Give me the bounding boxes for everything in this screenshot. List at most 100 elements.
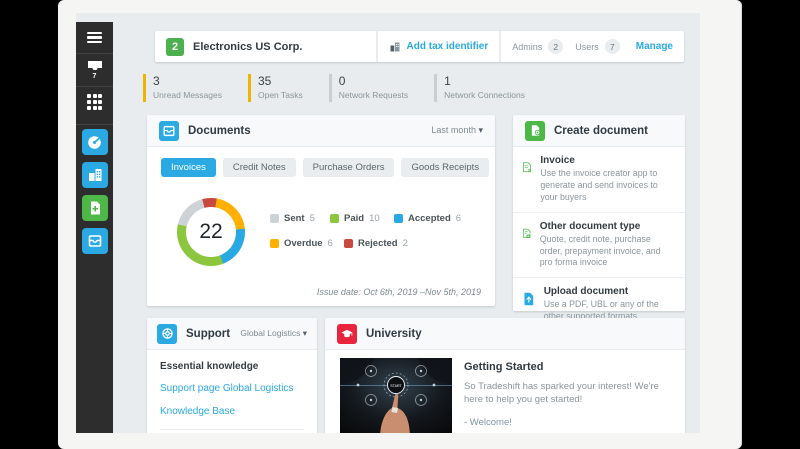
stat-value: 35 [257, 74, 272, 88]
company-name: Electronics US Corp. [193, 40, 303, 53]
svg-text:$: $ [528, 168, 531, 173]
create-document-card: Create document $ Invoice Use the invoic… [513, 115, 685, 321]
users-label: Users [575, 41, 599, 52]
apps-grid-icon [86, 94, 103, 110]
create-document-icon [525, 120, 545, 141]
university-cap-icon [337, 323, 357, 344]
article-title: Getting Started [464, 361, 544, 373]
legend-swatch [270, 214, 279, 223]
legend-swatch [270, 239, 279, 248]
inbox-count-badge: 7 [92, 72, 97, 80]
other-document-icon [522, 228, 531, 238]
tab-goods-receipts[interactable]: Goods Receipts [401, 158, 490, 177]
documents-card: Documents Last month ▾ Invoices Credit N… [147, 115, 495, 306]
tax-building-icon [390, 42, 400, 51]
legend-swatch [394, 214, 403, 223]
legend-item-overdue: Overdue 6 [270, 238, 333, 249]
create-item-title: Invoice [540, 155, 575, 166]
university-card: University START [325, 318, 685, 433]
create-item-desc: Quote, credit note, purchase order, prep… [539, 233, 661, 268]
tab-purchase-orders[interactable]: Purchase Orders [302, 158, 395, 177]
admins-count-badge: 2 [548, 39, 564, 54]
stat-value: 3 [153, 74, 160, 88]
create-invoice-item[interactable]: $ Invoice Use the invoice creator app to… [513, 147, 685, 212]
archive-drawer-icon [88, 235, 101, 247]
apps-button[interactable] [76, 86, 113, 117]
sidebar: 7 [76, 22, 113, 433]
stat-label: Network Connections [444, 90, 525, 100]
stat-unread-messages[interactable]: 3 Unread Messages [143, 74, 222, 102]
sidebar-item-create-document[interactable] [81, 195, 108, 221]
menu-icon [87, 30, 102, 46]
knowledge-base-link[interactable]: Knowledge Base [160, 406, 236, 417]
dashboard-gauge-icon [88, 135, 101, 149]
support-section-heading: Essential knowledge [160, 361, 259, 372]
getting-started-article: Getting Started So Tradeshift has sparke… [464, 358, 680, 433]
documents-icon [159, 120, 179, 141]
create-item-title: Other document type [539, 220, 641, 232]
company-header-bar: 2 Electronics US Corp. Add tax identifie… [155, 31, 684, 62]
legend-item-rejected: Rejected 2 [344, 238, 408, 249]
create-item-title: Upload document [543, 286, 629, 298]
create-item-desc: Use a PDF, UBL or any of the other suppo… [543, 299, 659, 322]
stat-value: 1 [444, 74, 451, 88]
legend-item-sent: Sent 5 [270, 213, 315, 224]
sidebar-item-dashboard[interactable] [81, 129, 108, 155]
stat-label: Unread Messages [153, 90, 222, 100]
stat-open-tasks[interactable]: 35 Open Tasks [247, 74, 303, 102]
company-logo: 2 [166, 37, 184, 56]
start-button-label: START [390, 384, 402, 388]
add-tax-identifier-button[interactable]: Add tax identifier [375, 31, 500, 62]
support-page-link[interactable]: Support page Global Logistics [160, 383, 294, 394]
legend-swatch [344, 239, 353, 248]
invoice-icon: $ [523, 162, 531, 173]
tab-invoices[interactable]: Invoices [161, 158, 216, 177]
support-card: Support Global Logistics ▾ Essential kno… [147, 318, 317, 433]
chevron-down-icon: ▾ [302, 328, 307, 338]
sidebar-item-document-manager[interactable] [81, 228, 108, 254]
sidebar-item-company-profile[interactable] [81, 162, 108, 188]
support-context-dropdown[interactable]: Global Logistics ▾ [240, 328, 307, 338]
stats-row: 3 Unread Messages 35 Open Tasks 0 Networ… [143, 74, 525, 102]
legend-swatch [330, 214, 339, 223]
stat-label: Open Tasks [257, 90, 303, 100]
admins-label: Admins [512, 41, 543, 52]
create-document-title: Create document [554, 124, 648, 137]
sidebar-app-tiles [76, 124, 113, 254]
manage-button[interactable]: Manage [635, 41, 673, 52]
support-title: Support [186, 327, 231, 340]
period-dropdown[interactable]: Last month ▾ [431, 125, 483, 135]
stat-network-connections[interactable]: 1 Network Connections [434, 74, 525, 102]
inbox-icon [87, 60, 102, 70]
chevron-down-icon: ▾ [478, 125, 483, 135]
tab-credit-notes[interactable]: Credit Notes [222, 158, 296, 177]
monitor-bezel: 7 [58, 0, 742, 449]
article-text: So Tradeshift has sparked your interest!… [464, 381, 659, 406]
legend-item-accepted: Accepted 6 [394, 213, 461, 224]
donut-chart: 22 [177, 198, 245, 266]
donut-total: 22 [199, 220, 223, 243]
app-window: 7 [76, 13, 700, 433]
create-item-desc: Use the invoice creator app to generate … [540, 168, 658, 202]
company-building-icon [88, 169, 101, 181]
topic-welcome-link[interactable]: - Welcome! [464, 416, 512, 428]
inbox-button[interactable]: 7 [76, 53, 113, 86]
support-lifering-icon [157, 323, 177, 344]
create-other-document-item[interactable]: Other document type Quote, credit note, … [513, 211, 685, 278]
divider [160, 429, 304, 430]
company-section[interactable]: 2 Electronics US Corp. [155, 31, 376, 62]
university-title: University [366, 327, 422, 340]
stat-label: Network Requests [338, 90, 409, 100]
upload-document-item[interactable]: Upload document Use a PDF, UBL or any of… [513, 277, 685, 331]
stat-value: 0 [338, 74, 346, 88]
stat-network-requests[interactable]: 0 Network Requests [328, 74, 409, 102]
members-section: Admins 2 Users 7 Manage [499, 31, 684, 62]
document-plus-icon [90, 201, 100, 215]
menu-button[interactable] [76, 22, 113, 53]
getting-started-thumbnail[interactable]: START [340, 358, 452, 433]
documents-title: Documents [188, 124, 251, 137]
add-tax-identifier-label: Add tax identifier [406, 41, 489, 52]
users-count-badge: 7 [604, 39, 620, 54]
issue-date-note: Issue date: Oct 6th, 2019 –Nov 5th, 2019 [316, 287, 481, 297]
legend-item-paid: Paid 10 [330, 213, 380, 224]
